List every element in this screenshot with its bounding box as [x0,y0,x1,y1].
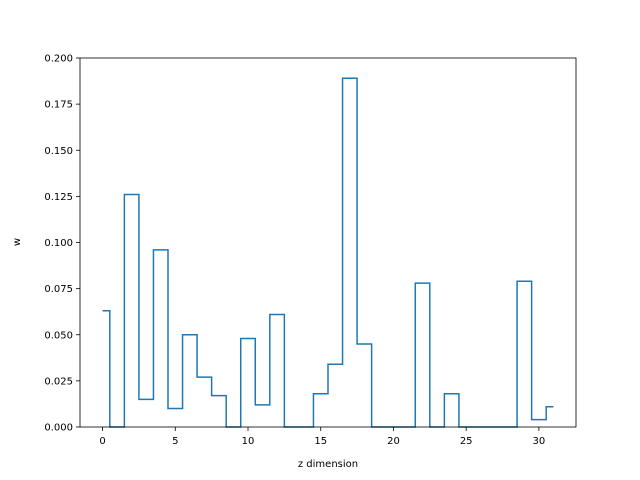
x-tick-label: 15 [314,436,327,447]
y-tick-label: 0.025 [44,376,73,387]
x-tick-label: 5 [172,436,178,447]
x-tick-label: 30 [533,436,546,447]
y-tick-label: 0.000 [44,423,73,434]
x-tick-label: 20 [387,436,400,447]
y-tick-label: 0.150 [44,146,73,157]
y-tick-label: 0.175 [44,100,73,111]
x-tick-label: 10 [242,436,255,447]
x-axis-label: z dimension [298,459,358,470]
y-tick-label: 0.125 [44,192,73,203]
y-tick-label: 0.050 [44,330,73,341]
y-tick-label: 0.100 [44,238,73,249]
x-tick-label: 25 [460,436,473,447]
x-axis: 0 5 10 15 20 25 30 [99,427,545,447]
y-axis-label: w [12,238,23,246]
y-axis: 0.000 0.025 0.050 0.075 0.100 0.125 0.150 0.175… [44,54,80,434]
y-tick-label: 0.200 [44,54,73,65]
plot-area [79,57,577,428]
x-tick-label: 0 [99,436,105,447]
y-tick-label: 0.075 [44,284,73,295]
series-line [102,77,554,428]
